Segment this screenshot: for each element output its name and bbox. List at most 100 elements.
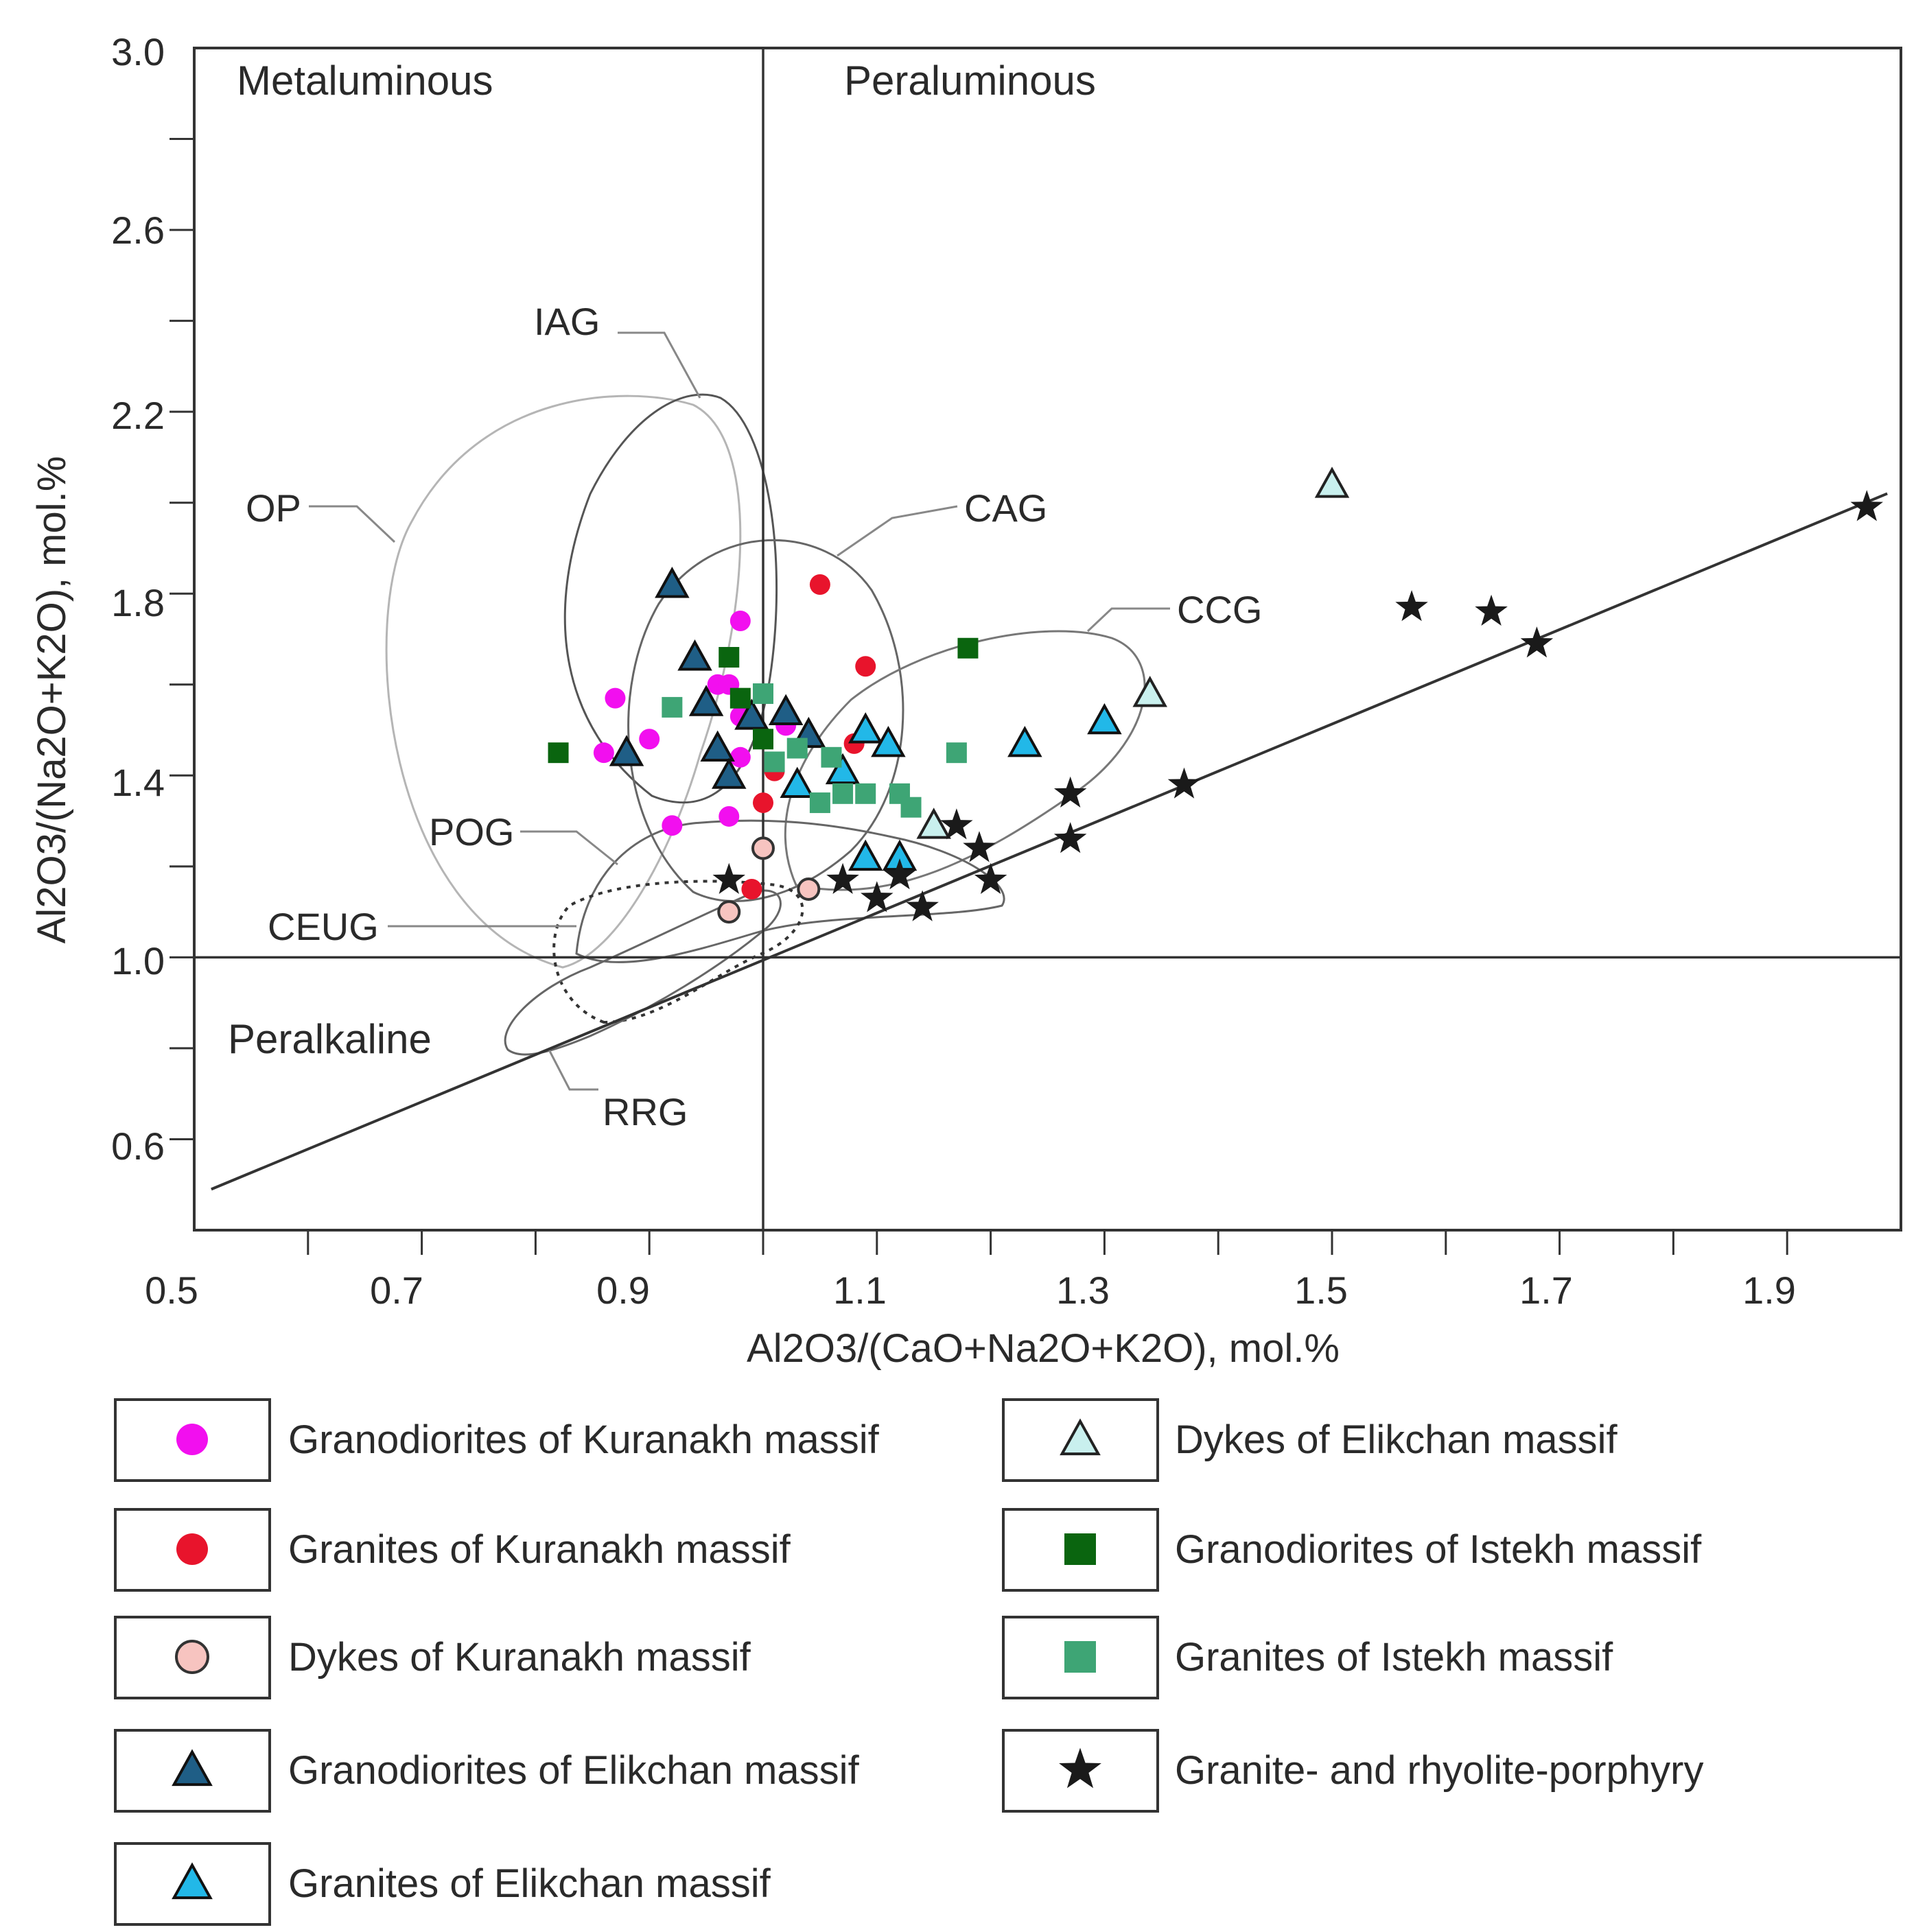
data-points (548, 467, 1883, 924)
x-tick-label: 1.9 (1742, 1269, 1796, 1312)
data-point (1167, 767, 1201, 799)
data-point (729, 687, 751, 709)
data-point (662, 815, 683, 836)
data-point (764, 751, 785, 773)
data-point (780, 766, 815, 799)
data-point (729, 610, 751, 631)
data-point (688, 685, 724, 716)
data-point (1132, 676, 1167, 707)
y-tick-label: 2.2 (111, 394, 165, 437)
data-point (786, 738, 808, 759)
data-point (700, 730, 735, 762)
legend-label: Granodiorites of Kuranakh massif (288, 1417, 880, 1462)
data-point (712, 862, 745, 894)
y-tick-label: 0.6 (111, 1124, 165, 1168)
data-point (1087, 703, 1122, 735)
legend-item: Granodiorites of Istekh massif (1002, 1508, 1702, 1592)
legend-marker (1060, 1418, 1101, 1456)
field-label-rrg: RRG (603, 1090, 688, 1133)
iag-leader (618, 331, 701, 399)
data-point (677, 639, 712, 671)
data-point (848, 839, 883, 871)
y-axis-label: Al2O3/(Na2O+K2O), mol.% (30, 456, 74, 944)
data-point (753, 683, 773, 705)
data-point (848, 712, 883, 744)
data-point (751, 836, 775, 860)
series-group (780, 703, 1122, 871)
data-point (1053, 822, 1087, 853)
series-group (717, 836, 821, 924)
legend-label: Granite- and rhyolite-porphyry (1175, 1748, 1703, 1793)
field-label-iag: IAG (534, 300, 600, 343)
y-tick-labels: 0.6 1.0 1.4 1.8 2.2 2.6 3.0 (111, 30, 165, 1168)
x-tick-label: 0.7 (370, 1269, 423, 1312)
series-group (712, 490, 1883, 921)
legend-item: Dykes of Elikchan massif (1002, 1398, 1618, 1482)
legend-label: Granodiorites of Elikchan massif (288, 1748, 860, 1793)
data-point (797, 877, 821, 901)
iag-field-outline (563, 393, 778, 804)
data-point (1314, 467, 1350, 498)
region-label-metaluminous: Metaluminous (237, 58, 493, 104)
axis-ticks (170, 138, 1788, 1255)
legend-marker (172, 1749, 213, 1787)
legend-label: Granites of Kuranakh massif (288, 1527, 791, 1572)
plot-frame (193, 47, 1902, 1232)
y-tick-label: 2.6 (111, 209, 165, 252)
y-tick-label: 1.0 (111, 939, 165, 982)
x-axis-label: Al2O3/(CaO+Na2O+K2O), mol.% (747, 1326, 1340, 1371)
data-point (906, 890, 939, 921)
x-tick-label: 0.5 (145, 1269, 198, 1312)
y-tick-label: 1.8 (111, 581, 165, 624)
data-point (719, 647, 740, 668)
data-point (639, 729, 660, 750)
pog-leader (520, 830, 618, 866)
data-point (974, 862, 1007, 894)
legend-label: Granites of Elikchan massif (288, 1861, 771, 1906)
data-point (741, 878, 762, 899)
x-tick-label: 1.5 (1294, 1269, 1348, 1312)
data-point (963, 831, 996, 862)
legend-marker (175, 1640, 209, 1674)
data-point (753, 729, 773, 750)
legend-marker (176, 1424, 208, 1455)
legend-label: Dykes of Kuranakh massif (288, 1635, 751, 1680)
field-label-ceug: CEUG (268, 905, 379, 948)
legend-item: Granodiorites of Elikchan massif (114, 1729, 860, 1813)
x-tick-label: 1.7 (1519, 1269, 1573, 1312)
data-point (593, 742, 614, 764)
field-label-ccg: CCG (1177, 588, 1262, 631)
data-point (712, 757, 747, 789)
data-point (662, 696, 683, 718)
reference-line (211, 492, 1888, 1191)
data-point (871, 725, 906, 757)
field-label-cag: CAG (964, 486, 1047, 530)
data-point (605, 687, 626, 709)
legend-marker (176, 1533, 208, 1565)
legend-label: Dykes of Elikchan massif (1175, 1417, 1618, 1462)
data-point (1395, 590, 1428, 622)
legend-item: Granite- and rhyolite-porphyry (1002, 1729, 1703, 1813)
data-point (957, 637, 979, 659)
legend-item: Dykes of Kuranakh massif (114, 1616, 751, 1699)
rrg-leader (548, 1049, 598, 1091)
data-point (855, 656, 876, 677)
field-label-pog: POG (429, 810, 514, 853)
legend-label: Granodiorites of Istekh massif (1175, 1527, 1702, 1572)
x-tick-label: 1.3 (1056, 1269, 1110, 1312)
data-point (940, 808, 973, 840)
field-leaders (309, 331, 1170, 1091)
legend-item: Granodiorites of Kuranakh massif (114, 1398, 880, 1482)
data-point (1007, 725, 1042, 757)
legend-item: Granites of Elikchan massif (114, 1842, 771, 1926)
data-point (900, 797, 922, 818)
data-point (655, 567, 690, 598)
data-point (1850, 490, 1883, 521)
data-point (916, 808, 951, 839)
x-tick-label: 1.1 (833, 1269, 887, 1312)
data-point (1475, 594, 1508, 626)
data-point (809, 574, 830, 595)
data-point (609, 735, 644, 766)
legend-item: Granites of Istekh massif (1002, 1616, 1613, 1699)
